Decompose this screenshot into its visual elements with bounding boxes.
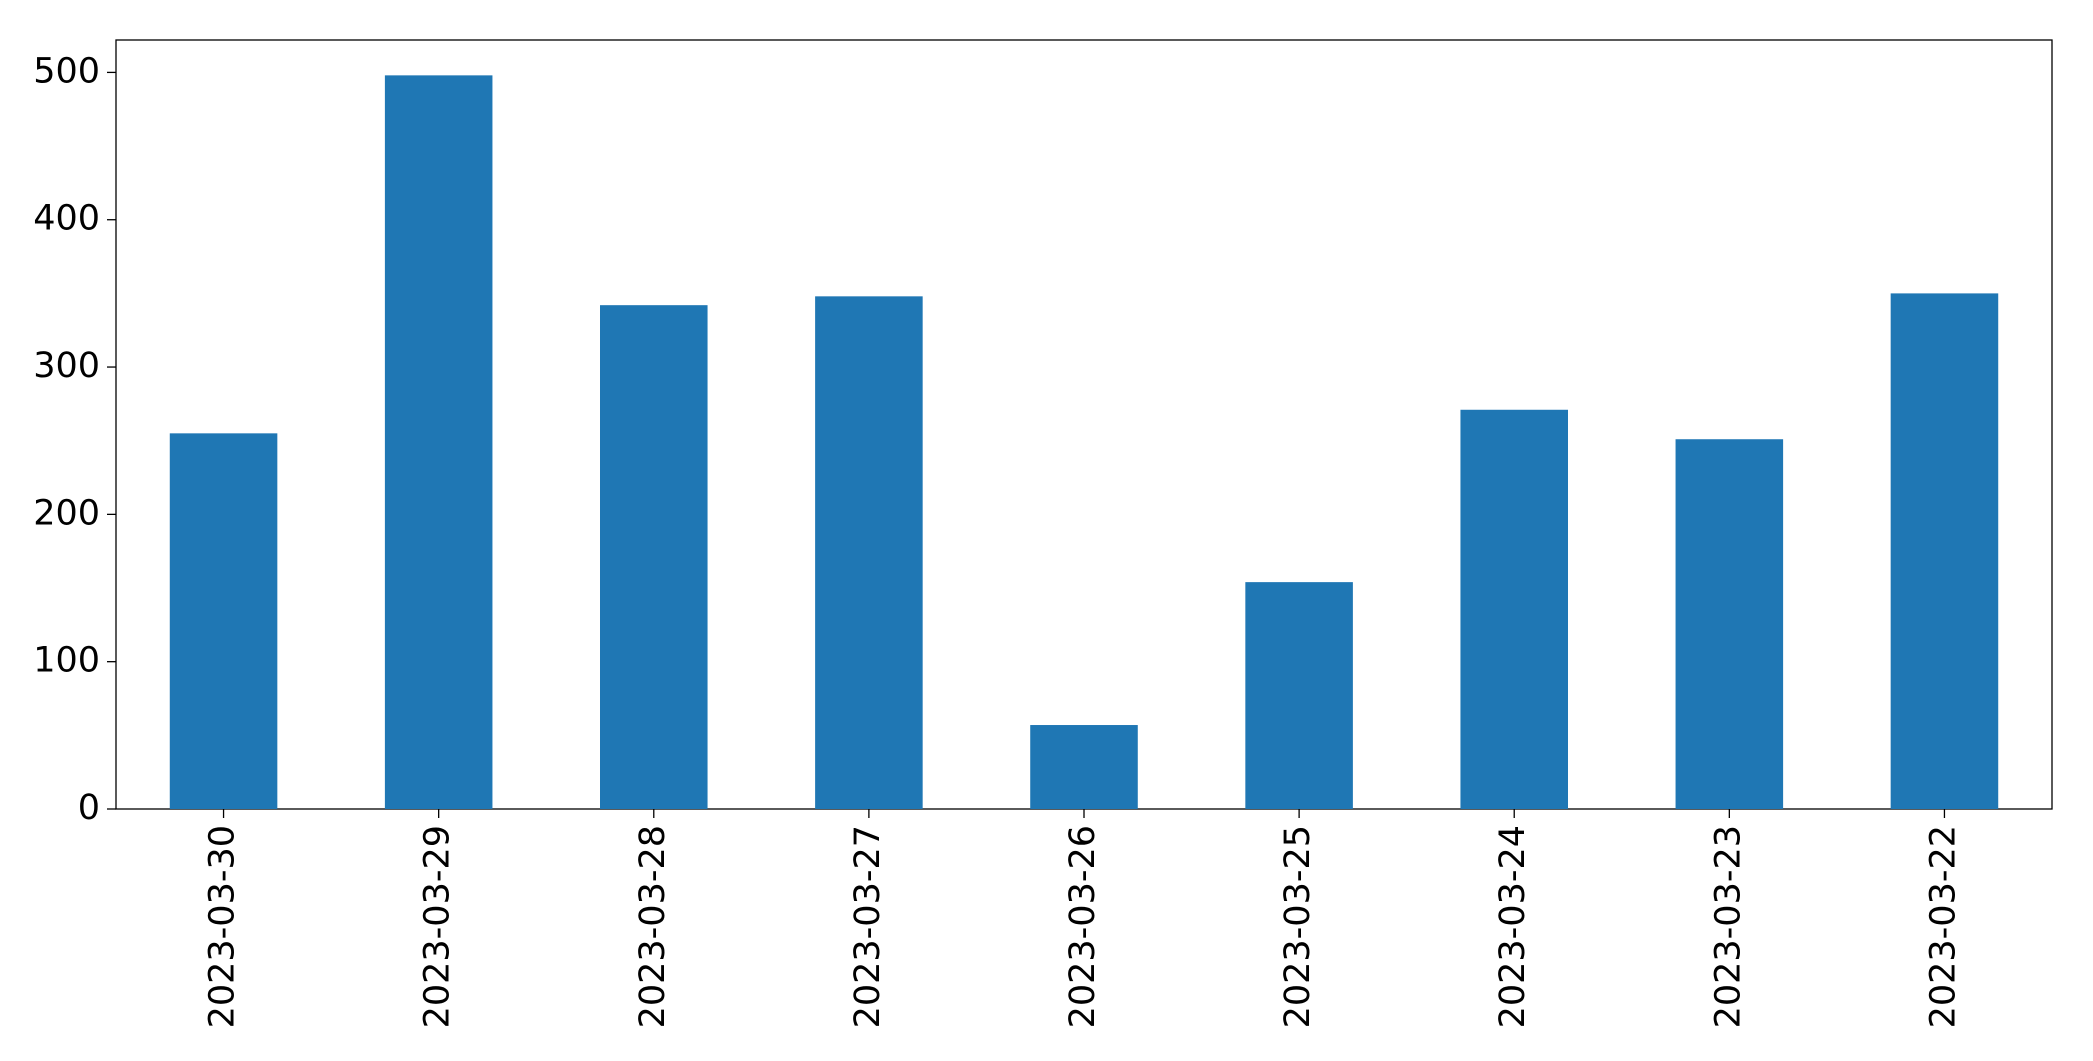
bar [1890, 293, 1999, 809]
x-tick-label: 2023-03-23 [1708, 825, 1748, 1028]
y-tick-label: 200 [33, 493, 100, 533]
y-tick-label: 300 [33, 346, 100, 386]
x-tick-label: 2023-03-30 [203, 825, 243, 1028]
y-tick-label: 0 [78, 788, 100, 828]
bar [1460, 409, 1568, 809]
bar [815, 296, 923, 809]
y-tick-label: 100 [33, 641, 100, 681]
y-tick-label: 400 [33, 199, 100, 239]
bar [600, 305, 708, 809]
bar [1030, 725, 1138, 809]
x-tick-label: 2023-03-25 [1278, 825, 1318, 1028]
bar [384, 75, 493, 809]
x-tick-label: 2023-03-27 [848, 825, 888, 1028]
bar [169, 433, 278, 809]
x-tick-label: 2023-03-26 [1063, 825, 1103, 1028]
x-tick-label: 2023-03-22 [1923, 825, 1963, 1028]
x-tick-label: 2023-03-28 [633, 825, 673, 1028]
y-tick-label: 500 [33, 51, 100, 91]
x-tick-label: 2023-03-29 [418, 825, 458, 1028]
bar [1245, 582, 1353, 809]
x-tick-label: 2023-03-24 [1493, 825, 1533, 1028]
bar [1675, 439, 1784, 809]
